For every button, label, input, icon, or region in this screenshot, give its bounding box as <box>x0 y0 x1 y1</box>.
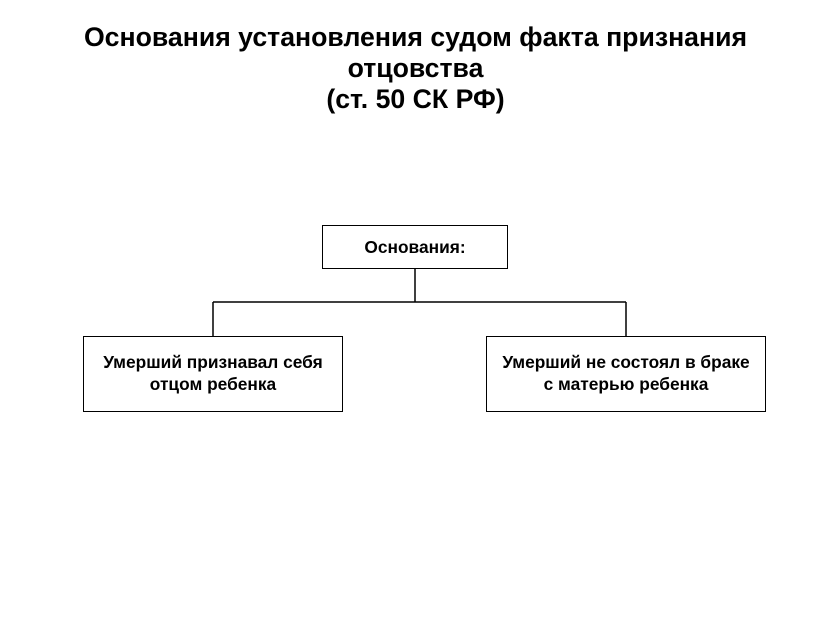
child-node-left: Умерший признавал себя отцом ребенка <box>83 336 343 412</box>
child-node-right: Умерший не состоял в браке с матерью реб… <box>486 336 766 412</box>
page: Основания установления судом факта призн… <box>0 0 831 623</box>
title-line-1: Основания установления судом факта призн… <box>0 22 831 53</box>
root-node: Основания: <box>322 225 508 269</box>
root-node-label: Основания: <box>364 237 465 258</box>
title-line-3: (ст. 50 СК РФ) <box>0 84 831 115</box>
title-line-2: отцовства <box>0 53 831 84</box>
child-node-right-label: Умерший не состоял в браке с матерью реб… <box>502 352 749 395</box>
child-node-left-label: Умерший признавал себя отцом ребенка <box>103 352 322 395</box>
page-title: Основания установления судом факта призн… <box>0 22 831 115</box>
